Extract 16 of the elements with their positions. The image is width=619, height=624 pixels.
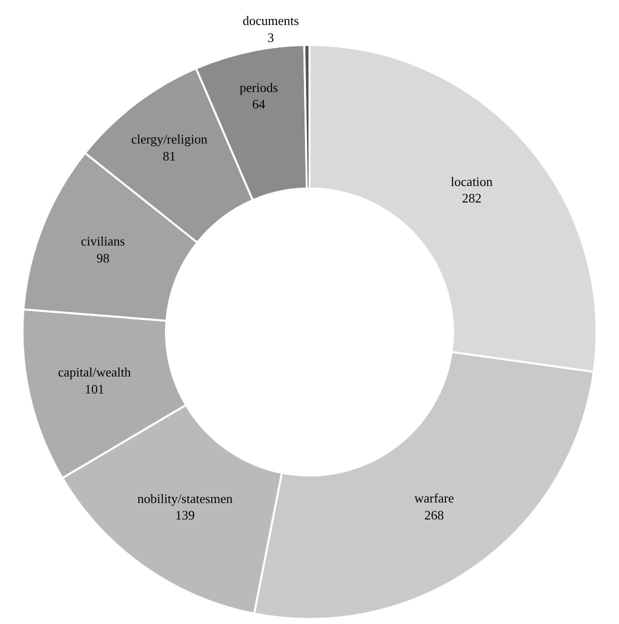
data-label: 64	[252, 96, 266, 112]
data-label: 101	[84, 382, 104, 397]
slice-label: documents	[242, 13, 299, 28]
data-label: 98	[96, 250, 110, 266]
slice-label: capital/wealth	[58, 364, 132, 380]
data-label: 282	[462, 190, 482, 206]
data-label: 81	[162, 148, 176, 164]
slice-label: clergy/religion	[131, 132, 208, 147]
slice-label: civilians	[80, 233, 125, 248]
data-label: 3	[268, 30, 274, 46]
slice-label: warfare	[414, 490, 454, 506]
data-label: 139	[175, 508, 195, 523]
slice-label: nobility/statesmen	[137, 490, 234, 506]
slice-label: periods	[240, 80, 278, 95]
slice-label: location	[450, 174, 494, 189]
data-label: 268	[424, 507, 444, 522]
